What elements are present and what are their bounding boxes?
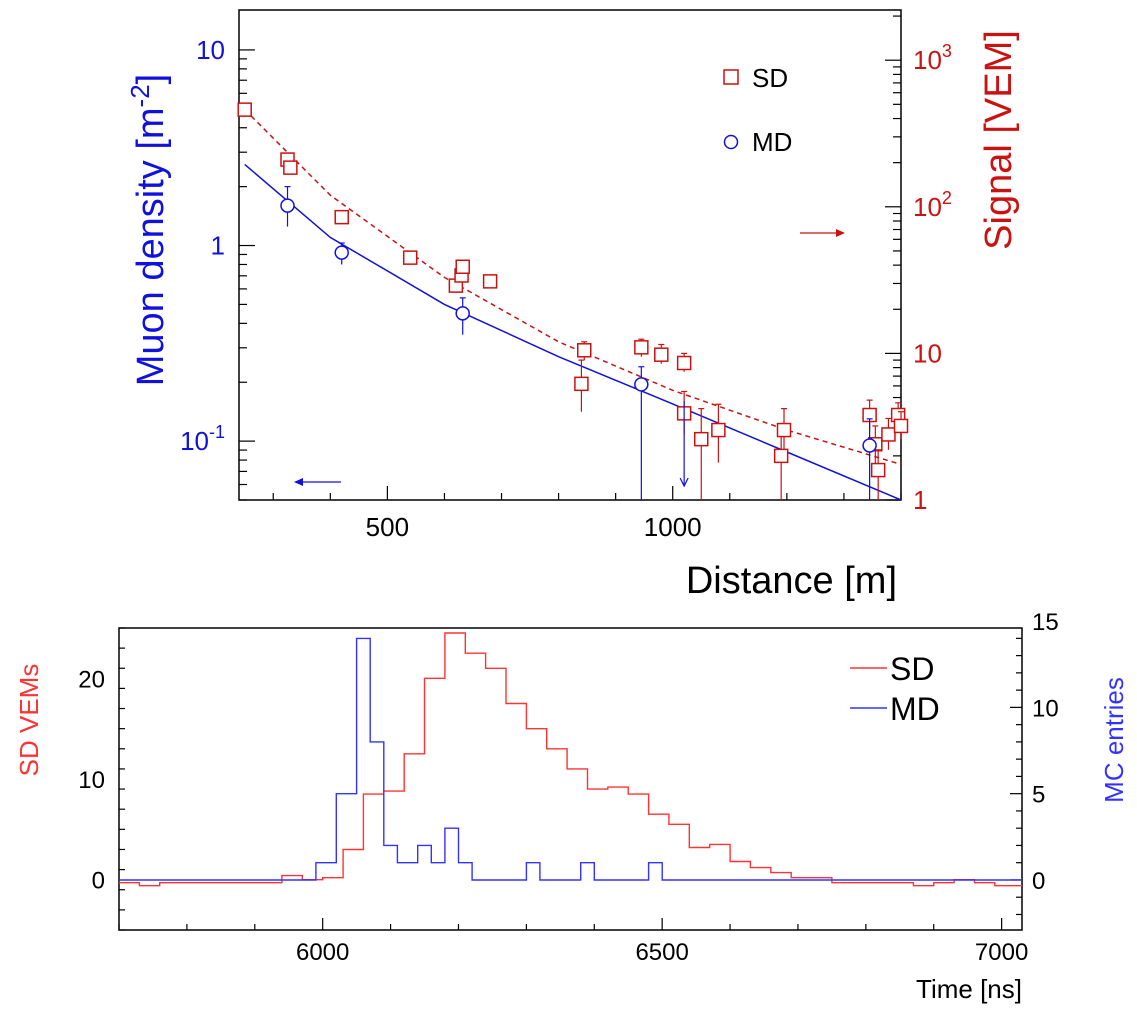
bottom-y-left-axis-label: SD VEMs	[14, 664, 44, 777]
sd-point	[870, 462, 886, 478]
sd-axis-arrowhead	[836, 229, 845, 237]
md-point	[634, 377, 649, 392]
md-upper-limit-arrow	[679, 477, 689, 488]
md-point	[455, 306, 470, 321]
legend-md-marker	[723, 134, 739, 150]
legend-md-label: MD	[752, 127, 792, 157]
sd-point	[881, 427, 896, 442]
top-y-right-tick-label: 1	[913, 485, 927, 515]
top-x-axis-label: Distance [m]	[686, 560, 897, 602]
bottom-y-left-tick-label: 0	[92, 868, 105, 895]
sd-point	[676, 355, 692, 371]
top-x-tick-label: 1000	[644, 512, 702, 542]
bottom-y-left-tick-label: 10	[78, 767, 105, 794]
top-y-left-tick-label: 10-1	[180, 422, 225, 456]
top-legend: SD MD	[723, 63, 792, 157]
sd-point	[711, 422, 726, 438]
sd-point	[482, 274, 498, 289]
top-x-tick-label: 500	[366, 512, 409, 542]
bottom-y-right-tick-label: 5	[1032, 782, 1045, 809]
top-y-right-tick-label: 102	[913, 188, 952, 222]
top-y-left-axis-label: Muon density [m-2]	[125, 74, 172, 386]
bottom-y-right-tick-label: 15	[1032, 609, 1059, 636]
bottom-plot-frame	[118, 627, 1023, 931]
sd-point	[334, 209, 349, 225]
top-y-left-tick-label: 1	[211, 231, 225, 261]
top-y-right-axis-label: Signal [VEM]	[978, 30, 1020, 250]
bottom-plot-marks: 6000 6500 7000 0 10 20 0 5 10 15	[78, 609, 1058, 966]
bottom-legend-sd-label: SD	[890, 651, 934, 687]
sd-point	[654, 347, 669, 362]
sd-point	[773, 448, 789, 464]
sd-point	[694, 431, 709, 447]
legend-sd-label: SD	[752, 63, 788, 93]
bottom-x-tick-label: 6500	[635, 939, 688, 966]
sd-point	[634, 340, 649, 355]
bottom-x-axis-label: Time [ns]	[916, 974, 1022, 1004]
bottom-y-right-axis-label: MC entries	[1099, 677, 1129, 803]
bottom-y-right-tick-label: 10	[1032, 695, 1059, 722]
top-y-right-tick-label: 103	[913, 41, 952, 75]
bottom-x-tick-label: 6000	[296, 939, 349, 966]
bottom-legend: SD MD	[850, 651, 940, 727]
md-axis-arrowhead	[294, 478, 303, 486]
md-histogram	[119, 637, 1022, 881]
top-y-left-tick-label: 10	[196, 35, 225, 65]
sd-point	[577, 343, 592, 358]
bottom-x-tick-label: 7000	[975, 939, 1028, 966]
bottom-legend-md-label: MD	[890, 691, 940, 727]
sd-point	[237, 102, 252, 117]
sd-fit-curve	[244, 109, 902, 466]
bottom-y-left-tick-label: 20	[78, 666, 105, 693]
sd-histogram	[119, 632, 1022, 887]
sd-point	[402, 250, 418, 265]
legend-sd-marker	[723, 69, 739, 85]
bottom-y-right-tick-label: 0	[1032, 868, 1045, 895]
top-y-right-tick-label: 10	[913, 338, 942, 368]
md-point	[862, 438, 877, 453]
md-point	[334, 245, 349, 260]
sd-point	[455, 259, 470, 274]
sd-point	[283, 160, 298, 175]
sd-point	[893, 418, 909, 434]
sd-point	[776, 422, 792, 438]
md-point	[280, 198, 295, 213]
sd-point	[574, 376, 589, 392]
